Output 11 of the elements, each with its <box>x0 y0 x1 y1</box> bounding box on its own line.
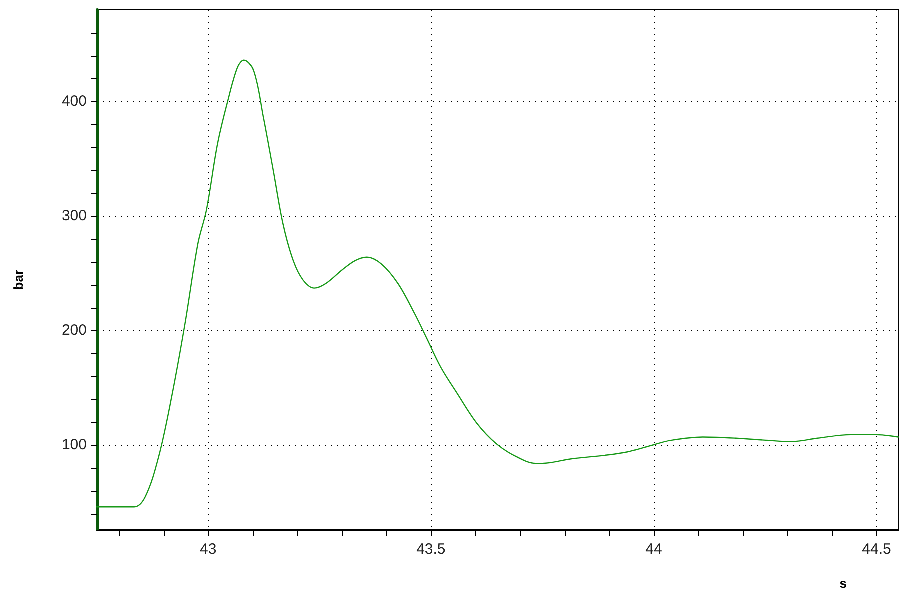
x-tick-label: 43.5 <box>416 541 446 558</box>
x-axis-title: s <box>840 576 848 591</box>
y-tick-label: 300 <box>62 208 87 225</box>
line-series <box>96 60 899 508</box>
y-tick-label: 400 <box>62 93 87 110</box>
y-tick-label: 200 <box>62 322 87 340</box>
y-tick-label: 100 <box>62 436 87 454</box>
x-tick-label: 43 <box>200 541 217 558</box>
x-tick-label: 44.5 <box>862 541 892 558</box>
x-tick-label: 44 <box>646 541 662 558</box>
y-axis-title: bar <box>11 270 26 290</box>
